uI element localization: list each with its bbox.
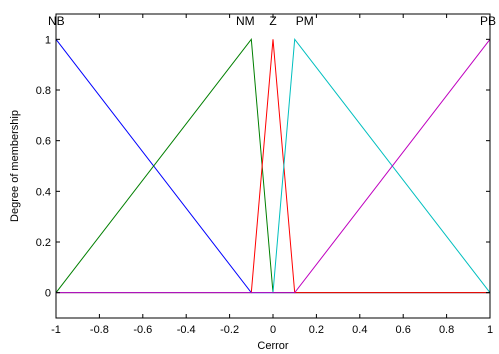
plot-frame	[55, 13, 491, 319]
y-tick-label: 0.2	[36, 237, 51, 249]
series-line-nb	[55, 39, 490, 294]
x-tick-label: 0.4	[352, 324, 367, 336]
x-tick-label: -0.2	[220, 324, 239, 336]
mf-label-nm: NM	[236, 14, 255, 28]
y-tick-label: 0.8	[36, 85, 51, 97]
series-line-pm	[56, 38, 491, 294]
mf-label-pb: PB	[480, 14, 496, 28]
y-tick-label: 1	[45, 34, 51, 46]
x-tick-label: 1	[487, 324, 493, 336]
y-tick-label: 0	[45, 288, 51, 300]
x-tick-label: -0.6	[133, 324, 152, 336]
series-line-pb	[56, 39, 491, 294]
series-layer	[55, 38, 491, 294]
x-tick-label: 0.2	[309, 324, 324, 336]
mf-label-nb: NB	[48, 14, 65, 28]
x-tick-label: -0.8	[90, 324, 109, 336]
x-axis-title: Cerror	[257, 340, 289, 352]
mf-label-pm: PM	[296, 14, 314, 28]
series-line-nm	[55, 38, 490, 294]
y-tick-label: 0.6	[36, 136, 51, 148]
mf-label-z: Z	[269, 14, 276, 28]
mf-labels: NB NM Z PM PB	[48, 14, 496, 28]
x-tick-label: 0	[270, 324, 276, 336]
x-tick-label: 0.8	[439, 324, 454, 336]
y-axis-title: Degree of membership	[9, 110, 21, 222]
y-tick-label: 0.4	[36, 186, 51, 198]
x-tick-label: -1	[51, 324, 61, 336]
x-tick-label: -0.4	[177, 324, 196, 336]
x-tick-label: 0.6	[396, 324, 411, 336]
ticks-layer: -1 -0.8 -0.6 -0.4 -0.2 0 0.2 0.4 0.6 0.8 1 0 0.2 0.4 0…	[36, 14, 493, 336]
series-line-z	[56, 39, 490, 294]
